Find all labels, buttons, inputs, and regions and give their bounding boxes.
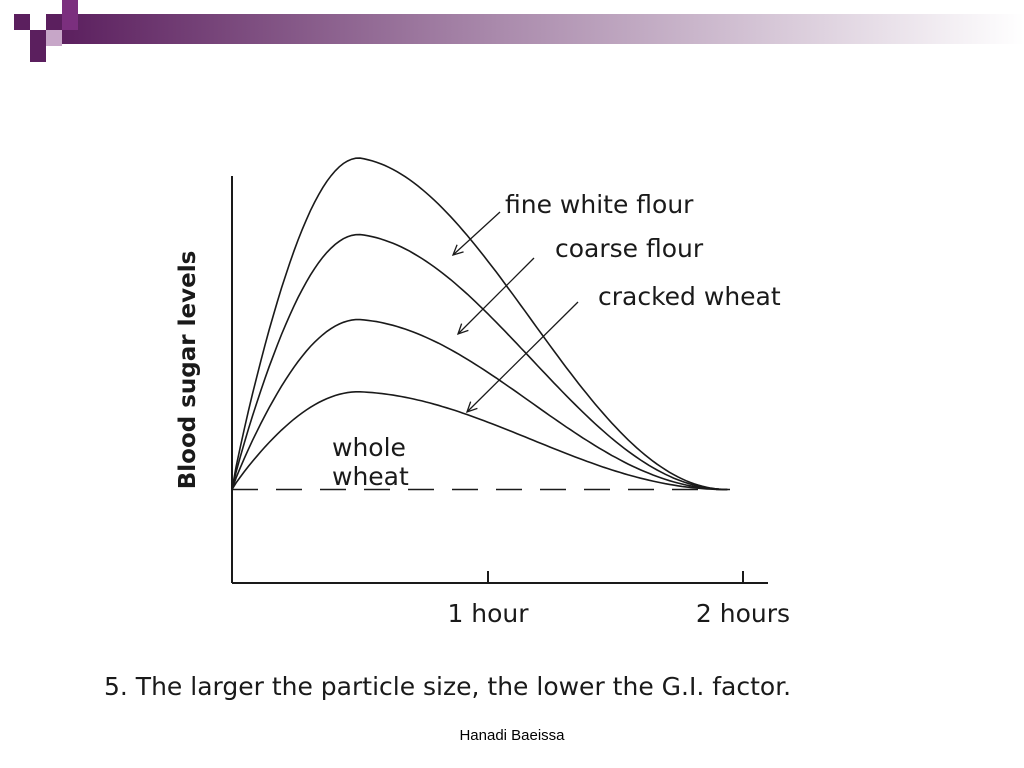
header-square [30, 46, 46, 62]
annotation-arrow-line [457, 257, 535, 335]
header-gradient-bar [60, 14, 1024, 44]
series-annotation-label: fine white flour [505, 190, 694, 219]
x-tick-label: 1 hour [447, 599, 529, 628]
chart-axes [231, 176, 768, 584]
figure-caption: 5. The larger the particle size, the low… [104, 672, 792, 701]
header-square [62, 14, 78, 30]
series-line [231, 157, 728, 491]
footer-author: Hanadi Baeissa [459, 727, 565, 744]
annotation-arrowhead [456, 323, 469, 336]
y-axis-label: Blood sugar levels [175, 251, 201, 490]
header-decoration [14, 0, 1024, 62]
annotation-arrow-line [452, 211, 501, 256]
series-line [231, 391, 728, 491]
header-square [46, 14, 62, 30]
header-square [30, 30, 46, 46]
series-annotation-label: cracked wheat [598, 282, 781, 311]
header-square [62, 0, 78, 16]
series-annotation-label: coarse flour [555, 234, 704, 263]
header-square [14, 14, 30, 30]
series-line [231, 318, 728, 491]
chart-labels: 1 hour 2 hours Blood sugar levels fine whit… [175, 190, 790, 628]
series-annotation-label: wheat [332, 462, 409, 491]
header-square [46, 30, 62, 46]
annotation-arrowhead [451, 244, 464, 257]
annotation-arrow-line [466, 301, 579, 413]
chart-curves [231, 157, 728, 491]
series-line [231, 233, 728, 491]
x-tick-label: 2 hours [696, 599, 790, 628]
series-annotation-label: whole [332, 433, 406, 462]
annotation-arrowhead [465, 401, 478, 414]
